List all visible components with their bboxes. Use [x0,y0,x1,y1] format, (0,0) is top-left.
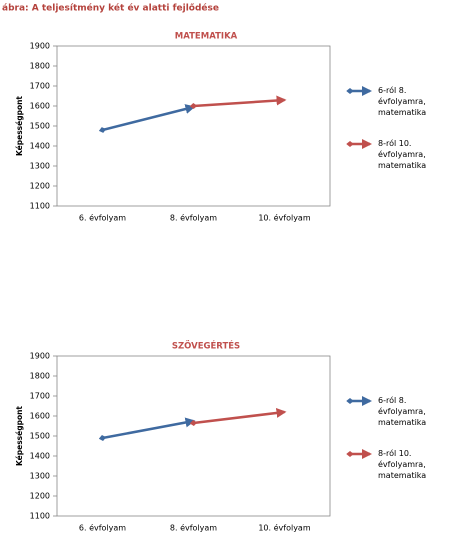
y-tick-label: 1300 [30,162,50,171]
y-tick-label: 1800 [30,62,50,71]
x-tick-label: 8. évfolyam [170,523,217,533]
legend-label: 8-ról 10. évfolyamra, matematika [378,449,427,478]
x-tick-label: 10. évfolyam [258,523,310,533]
x-tick-label: 8. évfolyam [170,213,217,223]
legend-label: 6-ról 8. évfolyamra, matematika [378,396,427,425]
y-tick-label: 1300 [30,472,50,481]
y-tick-label: 1900 [30,352,50,361]
plot-frame [56,355,331,517]
y-tick-label: 1200 [30,492,50,501]
legend-item: 6-ról 8. évfolyamra, matematika [378,86,427,115]
series-arrow [98,417,196,441]
y-tick-label: 1500 [30,432,50,441]
caption: ábra: A teljesítmény két év alatti fejlő… [2,3,219,14]
y-tick-label: 1100 [30,202,50,211]
y-tick-label: 1700 [30,82,50,91]
y-tick-label: 1800 [30,372,50,381]
legend-item: 6-ról 8. évfolyamra, matematika [378,396,427,425]
legend-label: 6-ról 8. évfolyamra, matematika [378,86,427,115]
y-tick-label: 1400 [30,452,50,461]
series-arrow [189,407,287,426]
y-axis-label: Képességpont [15,406,24,466]
x-tick-label: 10. évfolyam [258,213,310,223]
y-tick-label: 1100 [30,512,50,521]
y-tick-label: 1600 [30,102,50,111]
x-tick-label: 6. évfolyam [79,213,126,223]
legend-item: 8-ról 10. évfolyamra, matematika [378,449,427,478]
chart-title: MATEMATIKA [175,32,238,42]
y-axis-label: Képességpont [15,96,24,156]
y-tick-label: 1700 [30,392,50,401]
chart-title: SZÖVEGÉRTÉS [172,340,240,352]
plot-frame [56,45,331,207]
y-tick-label: 1200 [30,182,50,191]
y-tick-label: 1500 [30,122,50,131]
y-tick-label: 1900 [30,42,50,51]
y-tick-label: 1400 [30,142,50,151]
x-tick-label: 6. évfolyam [79,523,126,533]
y-tick-label: 1600 [30,412,50,421]
series-arrow [189,95,287,109]
legend-label: 8-ról 10. évfolyamra, matematika [378,139,427,168]
legend-item: 8-ról 10. évfolyamra, matematika [378,139,427,168]
series-arrow [98,104,196,133]
